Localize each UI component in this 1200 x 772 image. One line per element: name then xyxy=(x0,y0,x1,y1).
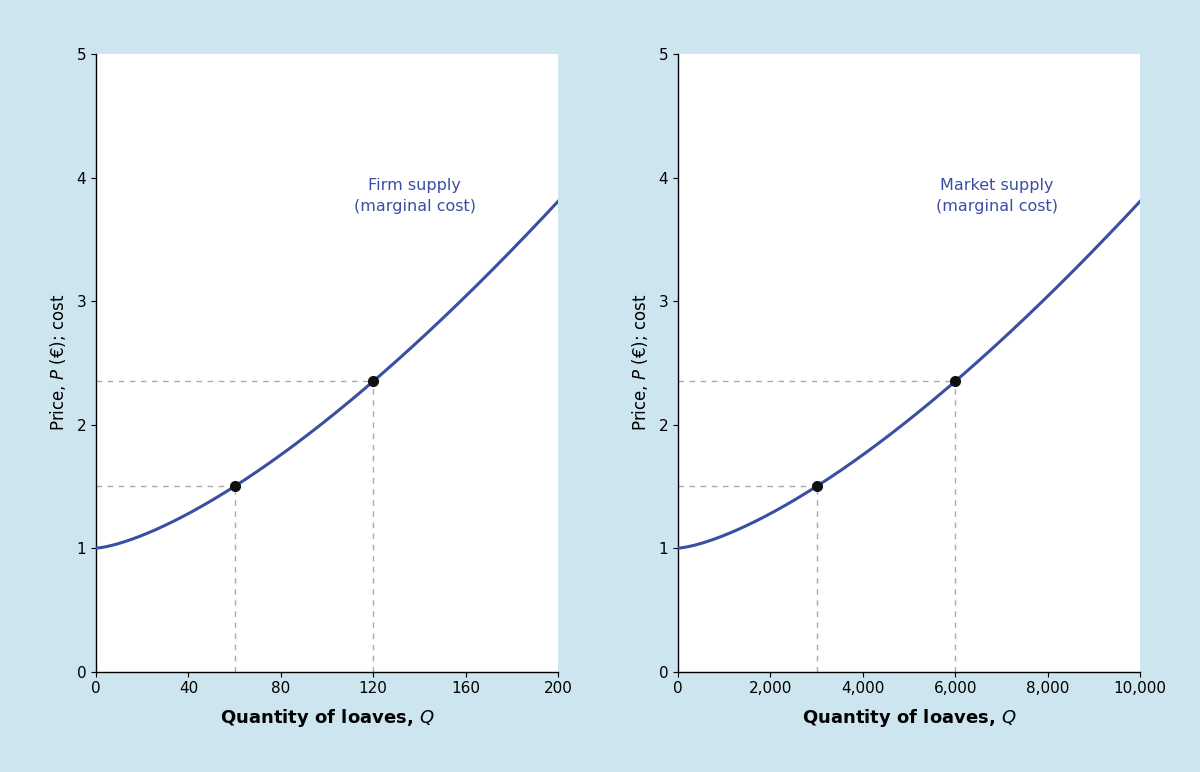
Y-axis label: Price, $P$ (€); cost: Price, $P$ (€); cost xyxy=(630,294,650,432)
Text: Firm supply
(marginal cost): Firm supply (marginal cost) xyxy=(354,178,475,214)
Y-axis label: Price, $P$ (€); cost: Price, $P$ (€); cost xyxy=(48,294,68,432)
X-axis label: Quantity of loaves, $Q$: Quantity of loaves, $Q$ xyxy=(802,707,1016,730)
Text: Market supply
(marginal cost): Market supply (marginal cost) xyxy=(936,178,1057,214)
X-axis label: Quantity of loaves, $Q$: Quantity of loaves, $Q$ xyxy=(220,707,434,730)
